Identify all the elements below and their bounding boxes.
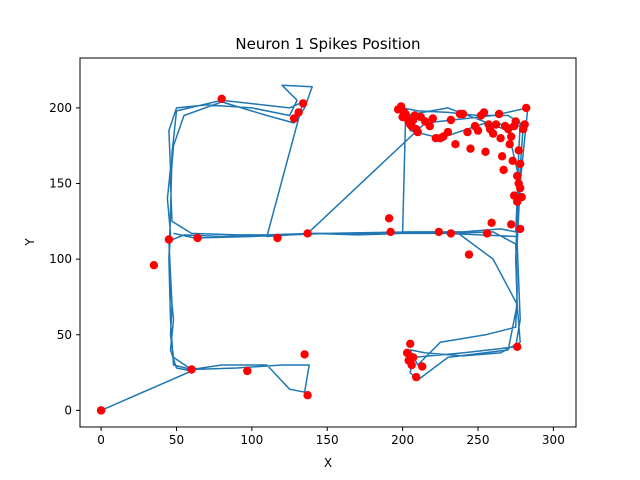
spike-point [507,220,516,229]
y-tick-label: 0 [64,403,72,417]
spike-point [499,165,508,175]
y-tick-label: 100 [49,252,72,266]
x-tick-label: 0 [97,433,105,447]
spike-point [193,233,202,243]
spike-point [386,227,395,237]
spike-point [491,120,501,129]
x-tick-label: 150 [316,433,339,447]
spike-point [434,227,443,237]
spike-point [516,159,525,169]
spike-point [514,146,523,155]
spike-point [487,218,496,227]
spike-point [463,127,472,137]
x-tick-label: 50 [169,433,184,447]
spike-point [513,171,522,181]
spike-point [443,127,453,137]
spike-point [298,99,308,108]
spike-point [289,114,299,123]
spike-point [164,235,174,244]
trajectory-line [100,84,529,412]
x-tick-label: 100 [240,433,263,447]
spike-point [522,103,531,113]
spike-point [413,127,422,137]
spike-point [497,152,507,161]
spike-point [520,120,529,129]
spike-point [510,191,519,200]
spike-point [409,353,418,362]
x-tick-label: 250 [467,433,490,447]
spike-point [451,140,460,149]
spike-point [402,348,412,358]
axes-frame [79,57,577,428]
spike-point [149,261,159,270]
spike-point [464,250,474,259]
spike-point [418,362,427,371]
spike-point [481,147,490,156]
spike-point [488,129,498,138]
chart-title: Neuron 1 Spikes Position [235,35,420,53]
spike-point [407,360,416,370]
spike-point [446,115,456,125]
spike-point [428,114,437,123]
spike-point [294,108,303,117]
y-tick-label: 50 [57,328,72,342]
y-axis-label: Y [23,238,37,247]
spike-point [473,126,483,135]
x-tick-label: 300 [542,433,565,447]
spike-point [505,140,514,149]
plot-area [96,84,531,415]
spike-point [384,214,394,223]
spike-point [479,108,489,117]
x-axis-label: X [324,456,332,470]
spike-point [466,144,475,153]
spike-point [412,372,421,382]
spike-point [217,94,226,104]
spike-point [243,366,252,376]
spike-point [300,350,309,359]
spike-point [494,109,504,119]
spike-point [516,183,525,193]
spike-point [511,117,520,126]
y-tick-label: 200 [49,101,72,115]
y-axis-ticks: 0 50 100 150 200 [49,101,80,417]
spike-point [406,339,415,348]
spike-point [458,109,468,119]
spike-point [425,121,434,131]
spike-point [496,134,505,143]
x-axis-ticks: 0 50 100 150 200 250 300 [97,427,565,447]
spike-point [187,365,196,374]
x-tick-label: 200 [391,433,414,447]
spike-point [508,156,517,165]
spike-point [96,406,106,415]
spike-point [303,391,312,400]
y-tick-label: 150 [49,177,72,191]
spike-point [513,342,522,351]
spike-point [507,132,516,141]
spike-point [482,229,492,238]
spike-point [303,229,312,238]
spike-point [273,233,282,243]
spike-point [446,229,456,238]
spike-point [516,224,525,234]
